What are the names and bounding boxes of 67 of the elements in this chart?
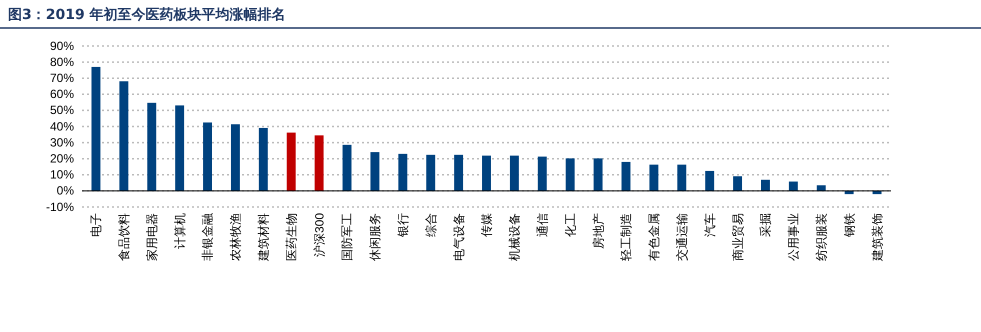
x-tick-label: 公用事业 (786, 213, 801, 261)
bar (510, 156, 519, 191)
x-tick-label: 交通运输 (674, 213, 689, 261)
bar (342, 144, 352, 191)
bar (594, 158, 603, 191)
bar (175, 105, 184, 191)
y-tick-label: 30% (50, 135, 74, 150)
bar (677, 164, 686, 191)
x-tick-label: 轻工制造 (619, 213, 634, 261)
y-tick-label: 20% (50, 152, 74, 166)
x-tick-label: 采掘 (758, 213, 773, 237)
x-tick-label: 建筑装饰 (870, 213, 884, 262)
chart-title: 图3：2019 年初至今医药板块平均涨幅排名 (8, 6, 286, 23)
bar (258, 128, 268, 191)
bar (119, 81, 128, 191)
y-tick-label: 50% (50, 103, 74, 118)
bar (314, 135, 324, 191)
x-tick-label: 化工 (563, 213, 578, 237)
y-tick-label: -10% (46, 200, 74, 214)
y-tick-label: 90% (50, 38, 74, 53)
x-tick-label: 家用电器 (144, 213, 159, 261)
bar (649, 164, 658, 191)
bar (147, 102, 156, 191)
bar (705, 170, 714, 191)
x-tick-label: 非银金融 (200, 213, 215, 261)
x-tick-label: 通信 (535, 213, 550, 237)
x-tick-label: 机械设备 (508, 213, 522, 261)
y-tick-label: 60% (50, 87, 74, 102)
x-tick-label: 综合 (424, 213, 438, 237)
x-tick-label: 农林牧渔 (228, 213, 243, 261)
x-tick-label: 国防军工 (340, 213, 354, 261)
bar (788, 182, 798, 191)
x-tick-label: 医药生物 (284, 213, 298, 261)
x-tick-label: 纺织服装 (814, 213, 828, 261)
x-tick-label: 有色金属 (647, 213, 662, 261)
x-tick-label: 计算机 (172, 213, 187, 249)
bar (203, 122, 212, 191)
x-tick-label: 电气设备 (452, 213, 466, 261)
bar (398, 154, 408, 191)
bar (538, 156, 547, 191)
x-tick-label: 汽车 (702, 213, 717, 237)
x-tick-label: 房地产 (591, 213, 606, 249)
bar (566, 158, 575, 191)
bar (482, 156, 491, 191)
x-tick-label: 商业贸易 (730, 213, 745, 261)
x-tick-label: 建筑材料 (256, 213, 271, 262)
x-tick-label: 休闲服务 (368, 213, 382, 261)
bar (454, 154, 464, 191)
y-tick-label: 40% (50, 119, 74, 134)
y-tick-label: 80% (50, 54, 74, 69)
bar (761, 180, 770, 191)
x-tick-label: 电子 (89, 213, 104, 237)
y-tick-label: 10% (50, 168, 74, 182)
y-tick-label: 0% (56, 184, 74, 198)
bar (370, 152, 380, 191)
x-tick-label: 食品饮料 (117, 213, 132, 261)
x-tick-label: 银行 (396, 213, 410, 238)
bar (622, 162, 630, 191)
x-tick-label: 传媒 (480, 213, 494, 237)
bar (230, 124, 240, 191)
bar (91, 66, 100, 191)
bar (733, 176, 742, 191)
x-tick-label: 钢铁 (842, 213, 856, 238)
bar (286, 132, 296, 191)
x-tick-label: 沪深300 (312, 212, 326, 258)
bar (426, 154, 436, 191)
y-tick-label: 70% (50, 71, 74, 86)
